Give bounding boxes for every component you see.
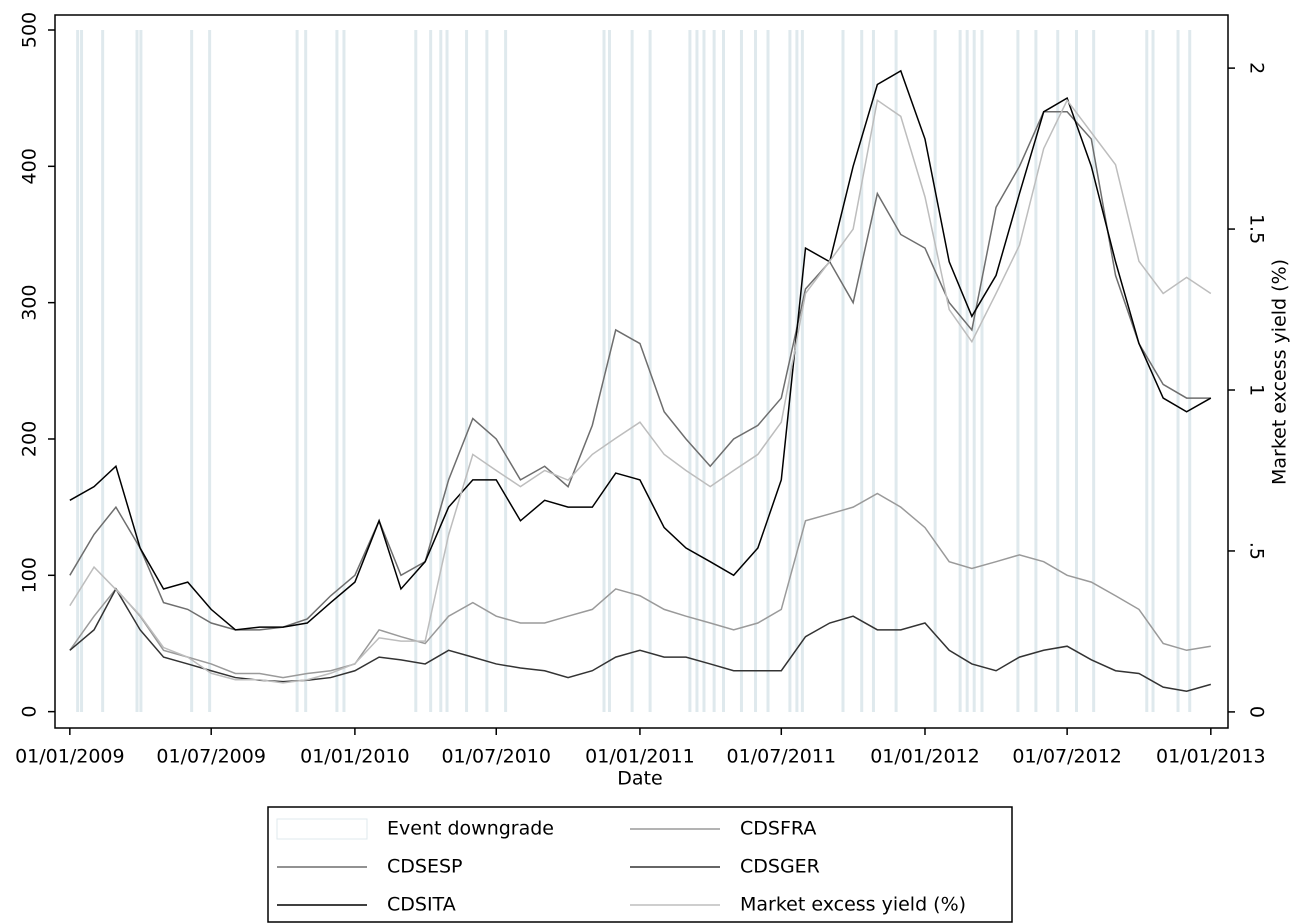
x-tick-label: 01/01/2011 [585,746,695,768]
y-tick-label: 400 [19,148,41,184]
legend-label: Market excess yield (%) [740,894,966,916]
x-tick-label: 01/07/2011 [727,746,837,768]
x-tick-label: 01/07/2012 [1012,746,1122,768]
legend-label: Event downgrade [387,818,554,840]
y-tick-label: 0 [19,706,41,718]
legend-label: CDSESP [387,856,462,878]
x-tick-label: 01/01/2010 [300,746,410,768]
y2-tick-label: 1.5 [1246,214,1268,244]
x-tick-label: 01/01/2013 [1156,746,1266,768]
y-tick-label: 300 [19,285,41,321]
series-line [69,69,1212,631]
x-tick-label: 01/07/2010 [441,746,551,768]
legend-label: CDSITA [387,894,456,916]
series-line [69,492,1211,679]
y2-tick-label: 0 [1246,706,1268,718]
x-tick-label: 01/01/2012 [870,746,980,768]
y-tick-label: 200 [19,421,41,457]
legend-label: CDSFRA [740,818,816,840]
x-tick-label: 01/01/2009 [15,746,125,768]
y2-tick-label: 2 [1246,62,1268,74]
series-line [69,111,1211,631]
plot-frame [54,14,1229,729]
series-line [69,98,1212,684]
y-tick-label: 100 [19,557,41,593]
x-tick-label: 01/07/2009 [156,746,266,768]
legend-label: CDSGER [740,856,820,878]
legend-swatch [276,818,368,840]
x-axis-title: Date [617,768,662,790]
y-tick-label: 500 [19,12,41,48]
y2-tick-label: .5 [1246,542,1268,560]
y2-axis-title: Market excess yield (%) [1269,259,1291,485]
y2-tick-label: 1 [1246,384,1268,396]
legend-box [267,806,1013,923]
series-line [69,587,1212,692]
